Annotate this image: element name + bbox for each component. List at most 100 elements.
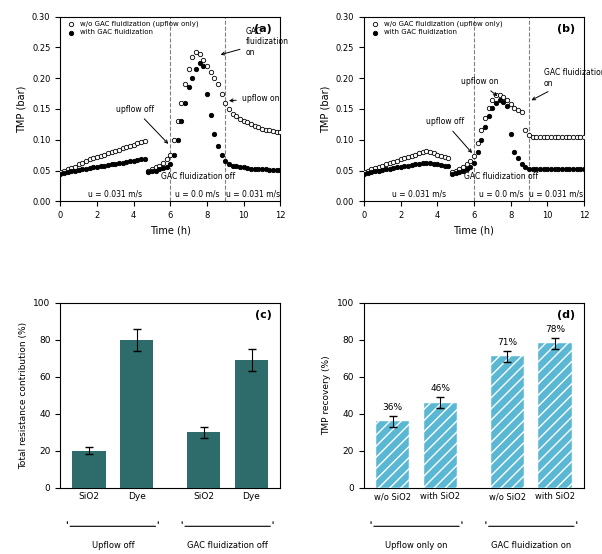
Point xyxy=(213,141,223,150)
Point xyxy=(228,161,237,170)
Point xyxy=(136,155,146,164)
Point xyxy=(447,167,457,176)
Point xyxy=(546,133,556,142)
Point xyxy=(432,150,442,159)
Point xyxy=(498,97,508,106)
Point xyxy=(264,166,274,175)
Point xyxy=(85,155,95,164)
Point xyxy=(535,133,545,142)
Text: upflow off: upflow off xyxy=(426,117,471,152)
Point xyxy=(81,157,91,166)
Point xyxy=(576,133,585,142)
Point xyxy=(399,154,409,163)
Point xyxy=(122,157,131,166)
Text: u = 0.031 m/s: u = 0.031 m/s xyxy=(226,189,280,198)
Point xyxy=(488,103,497,112)
Point xyxy=(88,163,98,172)
Point xyxy=(377,161,387,170)
Text: upflow on: upflow on xyxy=(230,94,279,103)
Point xyxy=(88,154,98,163)
X-axis label: Time (h): Time (h) xyxy=(150,225,191,235)
Point xyxy=(103,149,113,158)
Point xyxy=(451,166,461,175)
Point xyxy=(195,58,205,67)
Text: GAC fluidization off: GAC fluidization off xyxy=(161,172,235,181)
Point xyxy=(78,165,87,174)
Point xyxy=(59,168,69,177)
Y-axis label: TMP (bar): TMP (bar) xyxy=(320,85,330,132)
Point xyxy=(528,132,538,141)
Bar xyxy=(539,343,572,488)
Point xyxy=(180,80,190,89)
Point xyxy=(213,80,223,89)
Point xyxy=(118,158,128,167)
Point xyxy=(388,157,398,166)
Point xyxy=(528,165,538,174)
Point xyxy=(169,135,179,144)
Point xyxy=(272,166,281,175)
Point xyxy=(444,162,453,171)
Point xyxy=(191,64,200,73)
Point xyxy=(491,99,501,107)
Point xyxy=(572,133,582,142)
Point xyxy=(239,117,249,126)
Point xyxy=(99,150,109,159)
Point xyxy=(206,111,216,120)
Text: upflow off: upflow off xyxy=(116,105,167,143)
Point xyxy=(576,165,585,174)
Point xyxy=(367,165,376,174)
Point xyxy=(473,138,482,147)
Point xyxy=(107,147,116,156)
Text: u = 0.0 m/s: u = 0.0 m/s xyxy=(176,189,220,198)
Point xyxy=(96,151,105,160)
Point xyxy=(425,147,435,156)
Point xyxy=(429,160,438,168)
Point xyxy=(407,161,417,170)
Point xyxy=(173,135,182,144)
Text: (d): (d) xyxy=(557,310,575,320)
Point xyxy=(444,154,453,163)
Point xyxy=(276,166,285,175)
Point xyxy=(436,151,445,160)
Point xyxy=(147,167,157,176)
Point xyxy=(243,118,252,127)
Point xyxy=(473,147,482,156)
Point xyxy=(550,133,559,142)
Point xyxy=(158,158,168,167)
Point xyxy=(491,91,501,100)
Point xyxy=(396,155,405,164)
Point xyxy=(557,165,566,174)
Point xyxy=(129,156,138,165)
Point xyxy=(392,156,402,165)
Point xyxy=(462,165,471,174)
Point xyxy=(579,133,589,142)
Point xyxy=(257,124,267,133)
Point xyxy=(550,165,559,174)
Point xyxy=(367,167,376,176)
Point xyxy=(209,74,219,83)
Point xyxy=(572,165,582,174)
Point xyxy=(476,135,486,144)
Point xyxy=(261,125,270,134)
Point xyxy=(184,64,193,73)
Point xyxy=(370,167,380,176)
Point xyxy=(173,117,182,126)
Text: (b): (b) xyxy=(557,24,575,34)
Point xyxy=(407,151,417,160)
Point xyxy=(136,138,146,147)
Point xyxy=(411,160,420,169)
Text: Upflow off: Upflow off xyxy=(92,541,134,550)
Point xyxy=(385,164,394,173)
Point xyxy=(458,166,468,175)
Point xyxy=(59,166,69,175)
Point xyxy=(107,160,116,169)
Point xyxy=(166,160,175,169)
Point xyxy=(484,103,494,112)
Point xyxy=(469,158,479,167)
Point xyxy=(374,166,383,175)
Point xyxy=(539,133,548,142)
Point xyxy=(73,160,83,169)
Point xyxy=(469,151,479,160)
Point xyxy=(129,140,138,149)
Point xyxy=(421,146,431,155)
